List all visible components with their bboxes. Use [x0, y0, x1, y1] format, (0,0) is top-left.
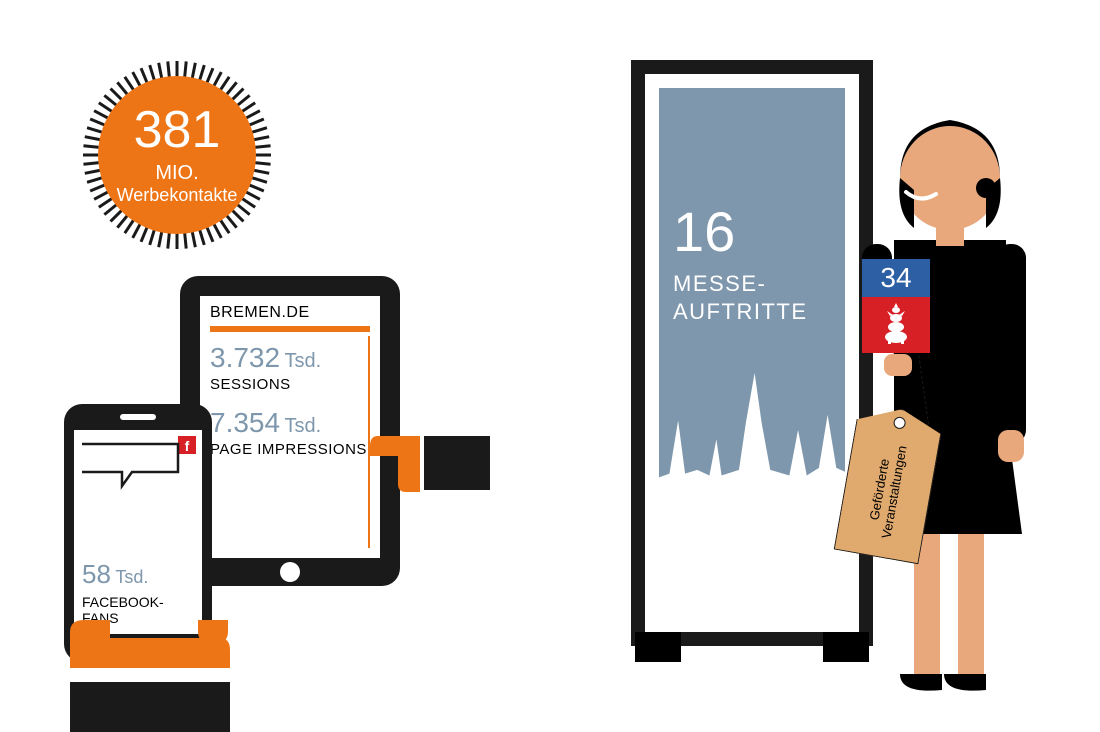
bremen-musicians-icon — [874, 303, 918, 347]
stat-unit: Tsd. — [285, 350, 322, 372]
card-number: 34 — [880, 262, 911, 294]
panel-label-line: MESSE- — [673, 271, 766, 296]
panel-stand-foot — [635, 632, 681, 662]
card-number-badge: 34 — [862, 259, 930, 297]
panel-label-line: AUFTRITTE — [673, 299, 808, 324]
stat-label-line: FACEBOOK- — [82, 594, 164, 610]
panel-stat: 16 MESSE- AUFTRITTE — [673, 204, 808, 325]
stat-label: SESSIONS — [210, 376, 370, 393]
badge-disc: 381 MIO. Werbekontakte — [100, 78, 254, 232]
speech-bubble-line-icon — [80, 440, 190, 500]
stat-sessions: 3.732 Tsd. SESSIONS — [210, 342, 370, 393]
stat-label: PAGE IMPRESSIONS — [210, 441, 370, 458]
stat-facebook-fans: 58 Tsd. FACEBOOK- FANS — [82, 559, 164, 626]
holding-hand-icon — [50, 620, 250, 732]
card-logo-badge — [862, 297, 930, 353]
pointing-hand-icon — [370, 406, 490, 526]
skyline-silhouette — [659, 88, 845, 618]
badge-unit: MIO. — [155, 162, 198, 185]
stat-value: 7.354 — [210, 407, 280, 438]
person-figure: 34 Geförderte Veranstaltunge — [846, 94, 1062, 714]
stat-page-impressions: 7.354 Tsd. PAGE IMPRESSIONS — [210, 407, 370, 458]
stat-unit: Tsd. — [285, 415, 322, 437]
tablet-screen: BREMEN.DE 3.732 Tsd. SESSIONS 7.354 Tsd.… — [200, 296, 380, 558]
badge-caption: Werbekontakte — [117, 185, 238, 206]
tablet-title: BREMEN.DE — [210, 304, 370, 322]
tablet-device: BREMEN.DE 3.732 Tsd. SESSIONS 7.354 Tsd.… — [180, 276, 400, 586]
advertising-contacts-badge: 381 MIO. Werbekontakte — [82, 60, 272, 250]
panel-graphic — [659, 88, 845, 618]
tablet-divider — [210, 326, 370, 332]
phone-speaker — [120, 414, 156, 420]
tablet-home-button — [280, 562, 300, 582]
stat-value: 58 — [82, 559, 111, 589]
stat-unit: Tsd. — [115, 567, 148, 587]
stat-value: 3.732 — [210, 342, 280, 373]
badge-number: 381 — [134, 104, 221, 156]
panel-number: 16 — [673, 204, 808, 260]
panel-label: MESSE- AUFTRITTE — [673, 270, 808, 325]
trade-fair-panel: 16 MESSE- AUFTRITTE — [631, 60, 873, 646]
phone-screen: f 58 Tsd. FACEBOOK- FANS — [74, 430, 202, 634]
